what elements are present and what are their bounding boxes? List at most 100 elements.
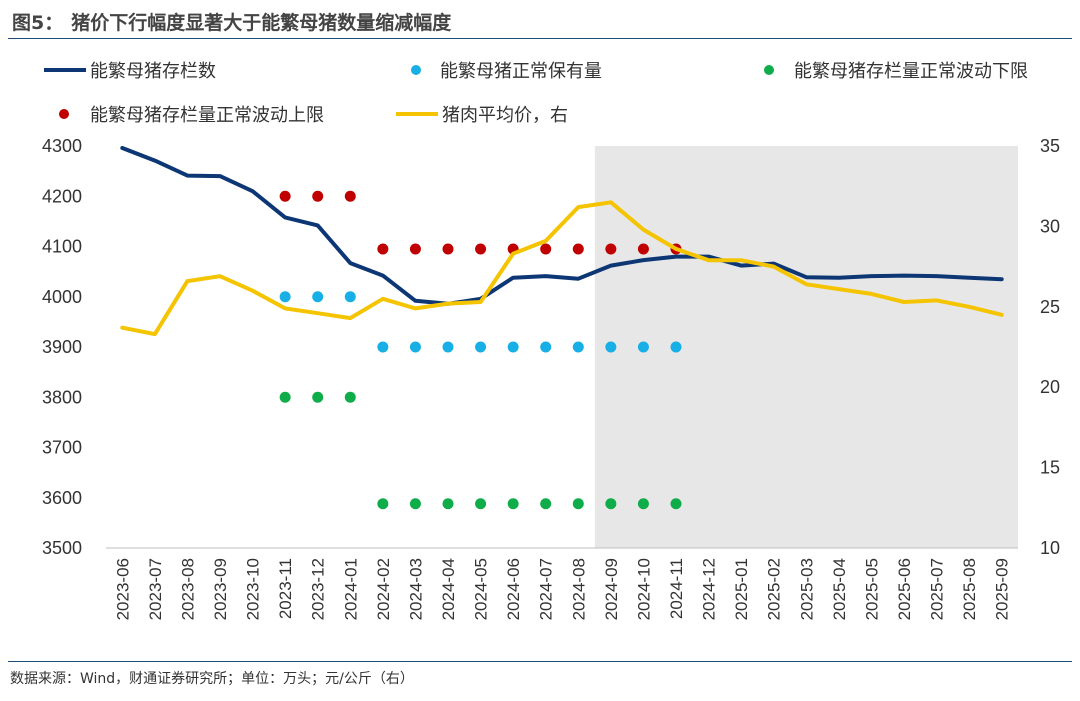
breeding-sow-line (120, 146, 1004, 306)
data-dot (344, 291, 356, 303)
legend-label: 能繁母猪正常保有量 (440, 61, 602, 82)
x-tick-label: 2025-07 (928, 558, 947, 620)
data-dot (572, 341, 584, 353)
data-dot (279, 291, 291, 303)
x-tick-label: 2024-12 (700, 558, 719, 620)
pork-price-line (120, 200, 1004, 337)
data-dot (670, 498, 682, 510)
x-tick-label: 2025-09 (993, 558, 1012, 620)
legend-swatch-dot (59, 109, 69, 119)
y-right-tick-label: 35 (1040, 136, 1060, 156)
y-left-tick-label: 4300 (42, 136, 82, 156)
data-dot (507, 498, 519, 510)
data-dot (442, 341, 454, 353)
legend-swatch-dot (411, 65, 421, 75)
shaded-forecast-region (594, 146, 1018, 548)
x-tick-label: 2023-10 (244, 558, 263, 620)
figure-title: 猪价下行幅度显著大于能繁母猪数量缩减幅度 (71, 12, 452, 34)
data-dot (637, 341, 649, 353)
y-left-tick-label: 3900 (42, 337, 82, 357)
legend-item-breeding-sows[interactable]: 能繁母猪存栏数 (44, 61, 216, 82)
data-dot (475, 341, 487, 353)
x-tick-label: 2024-02 (374, 558, 393, 620)
legend-item-lower-bound[interactable]: 能繁母猪存栏量正常波动下限 (764, 61, 1028, 82)
x-tick-label: 2024-03 (406, 558, 425, 620)
data-dot (409, 498, 421, 510)
legend-label: 能繁母猪存栏数 (90, 61, 216, 82)
top-rule (8, 38, 1072, 39)
legend-swatch-dot (764, 65, 774, 75)
data-dot (442, 498, 454, 510)
x-tick-label: 2024-11 (667, 558, 686, 619)
x-tick-label: 2023-08 (178, 558, 197, 620)
x-tick-label: 2023-07 (146, 558, 165, 620)
data-dot (312, 291, 324, 303)
data-dot (507, 341, 519, 353)
legend-label: 猪肉平均价，右 (442, 105, 568, 126)
y-left-tick-label: 3800 (42, 387, 82, 407)
y-right-tick-label: 15 (1040, 458, 1060, 478)
x-tick-label: 2025-05 (862, 558, 881, 620)
data-dot (442, 243, 454, 255)
data-dot (279, 190, 291, 202)
x-tick-label: 2024-08 (569, 558, 588, 620)
x-tick-label: 2024-01 (341, 558, 360, 620)
legend-item-normal-holding[interactable]: 能繁母猪正常保有量 (411, 61, 602, 82)
legend-item-pork-price[interactable]: 猪肉平均价，右 (396, 105, 568, 126)
x-tick-label: 2024-06 (504, 558, 523, 620)
data-dot (572, 243, 584, 255)
data-dot (312, 190, 324, 202)
legend-label: 能繁母猪存栏量正常波动下限 (794, 61, 1028, 82)
x-tick-label: 2025-06 (895, 558, 914, 620)
data-dot (279, 391, 291, 403)
x-tick-label: 2024-04 (439, 558, 458, 620)
legend: 能繁母猪存栏数 能繁母猪正常保有量 能繁母猪存栏量正常波动下限 能繁母猪存栏量正… (44, 61, 1028, 126)
y-left-tick-label: 4100 (42, 237, 82, 257)
legend-label: 能繁母猪存栏量正常波动上限 (90, 105, 324, 126)
x-tick-label: 2023-11 (276, 558, 295, 619)
y-left-tick-label: 3500 (42, 538, 82, 558)
data-dot (475, 243, 487, 255)
legend-item-upper-bound[interactable]: 能繁母猪存栏量正常波动上限 (59, 105, 324, 126)
data-dot (605, 243, 617, 255)
data-dot (540, 341, 552, 353)
x-tick-label: 2025-02 (765, 558, 784, 620)
data-dot (344, 391, 356, 403)
x-tick-label: 2025-08 (960, 558, 979, 620)
data-dot (605, 341, 617, 353)
y-left-tick-label: 3700 (42, 438, 82, 458)
y-right-tick-label: 20 (1040, 377, 1060, 397)
y-right-tick-label: 25 (1040, 297, 1060, 317)
data-dot (377, 243, 389, 255)
data-dot (377, 341, 389, 353)
data-dot (344, 190, 356, 202)
x-tick-label: 2025-01 (732, 558, 751, 620)
bottom-rule (8, 661, 1072, 662)
data-dot (475, 498, 487, 510)
data-dot (377, 498, 389, 510)
x-tick-label: 2024-07 (537, 558, 556, 620)
data-dot (409, 243, 421, 255)
x-tick-label: 2024-10 (634, 558, 653, 620)
y-right-tick-label: 30 (1040, 216, 1060, 236)
x-tick-label: 2023-06 (113, 558, 132, 620)
data-dot (637, 498, 649, 510)
x-tick-label: 2024-05 (472, 558, 491, 620)
figure-number: 图5： (12, 12, 64, 34)
data-dot (540, 243, 552, 255)
x-tick-label: 2024-09 (602, 558, 621, 620)
y-left-tick-label: 4000 (42, 287, 82, 307)
plot-area: 3500 3600 3700 3800 3900 4000 4100 4200 4300 10 15… (42, 136, 1060, 620)
x-tick-label: 2025-04 (830, 558, 849, 620)
data-dot (637, 243, 649, 255)
y-right-tick-label: 10 (1040, 538, 1060, 558)
y-left-tick-label: 3600 (42, 488, 82, 508)
x-tick-label: 2025-03 (797, 558, 816, 620)
data-dot (572, 498, 584, 510)
source-note: 数据来源：Wind，财通证券研究所；单位：万头；元/公斤（右） (10, 671, 414, 687)
y-left-tick-label: 4200 (42, 186, 82, 206)
x-tick-label: 2023-09 (211, 558, 230, 620)
data-dot (605, 498, 617, 510)
x-tick-label: 2023-12 (309, 558, 328, 620)
